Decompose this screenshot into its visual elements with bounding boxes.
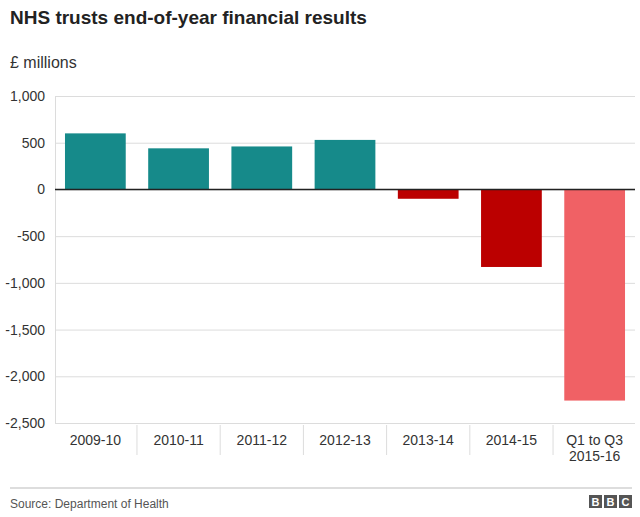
grid-line — [55, 236, 635, 237]
x-tick: 2010-11 — [153, 432, 204, 448]
bar — [65, 133, 126, 189]
grid-line — [55, 376, 635, 377]
y-tick-label: 1,000 — [10, 88, 45, 104]
y-tick: -1,500 — [5, 322, 635, 338]
footer-rule — [10, 488, 632, 489]
x-tick-label: 2012-13 — [319, 432, 371, 448]
category-separator — [220, 425, 221, 455]
logo-box — [589, 495, 602, 508]
grid-line — [55, 423, 635, 424]
x-tick: 2013-14 — [403, 432, 455, 448]
y-tick-label: -2,500 — [5, 415, 45, 431]
y-tick: -500 — [17, 228, 635, 244]
grid-line — [55, 189, 635, 190]
y-axis-line — [55, 97, 56, 424]
x-tick-label: 2014-15 — [486, 432, 538, 448]
chart: NHS trusts end-of-year financial results… — [0, 0, 640, 517]
x-tick: Q1 to Q32015-16 — [566, 432, 623, 464]
category-separator — [469, 425, 470, 455]
bar — [398, 189, 459, 198]
x-tick: 2012-13 — [319, 432, 371, 448]
y-axis: -2,500 -2,000 -1,500 -1,000 -500 0 500 1,000 — [5, 88, 635, 431]
bar — [564, 189, 625, 400]
logo-box — [619, 495, 632, 508]
logo: BBC — [589, 495, 632, 508]
category-separator — [386, 425, 387, 455]
x-tick: 2014-15 — [486, 432, 538, 448]
logo-text: BBC — [592, 496, 630, 508]
x-tick: 2009-10 — [70, 432, 122, 448]
source: Source: Department of Health — [10, 497, 169, 511]
x-tick-label: 2009-10 — [70, 432, 122, 448]
bar — [481, 189, 542, 267]
x-tick-label: 2011-12 — [237, 432, 288, 448]
subtitle: £ millions — [10, 54, 77, 71]
x-tick-label: 2013-14 — [403, 432, 455, 448]
grid-line — [55, 96, 635, 97]
grid-line — [55, 283, 635, 284]
x-tick: 2011-12 — [237, 432, 288, 448]
y-tick: 1,000 — [10, 88, 635, 104]
logo-box — [604, 495, 617, 508]
bars — [65, 133, 625, 400]
y-tick-label: -2,000 — [5, 368, 45, 384]
category-separator — [553, 425, 554, 455]
x-tick-label: Q1 to Q32015-16 — [566, 432, 623, 464]
y-tick-label: 0 — [37, 181, 45, 197]
x-axis: 2009-10 2010-11 2011-12 2012-13 2013-14 2014-… — [70, 432, 624, 464]
x-tick-label: 2010-11 — [153, 432, 204, 448]
y-tick: -2,000 — [5, 368, 635, 384]
grid-line — [55, 330, 635, 331]
title: NHS trusts end-of-year financial results — [10, 7, 367, 28]
bar — [315, 140, 376, 190]
bar — [148, 148, 209, 189]
category-separator — [136, 425, 137, 455]
y-tick-label: -500 — [17, 228, 45, 244]
category-separator — [303, 425, 304, 455]
zero-line — [55, 189, 635, 191]
y-tick: -2,500 — [5, 415, 635, 431]
bar — [231, 146, 292, 189]
y-tick-label: -1,500 — [5, 322, 45, 338]
y-tick-label: 500 — [22, 135, 46, 151]
y-tick: -1,000 — [5, 275, 635, 291]
y-tick-label: -1,000 — [5, 275, 45, 291]
